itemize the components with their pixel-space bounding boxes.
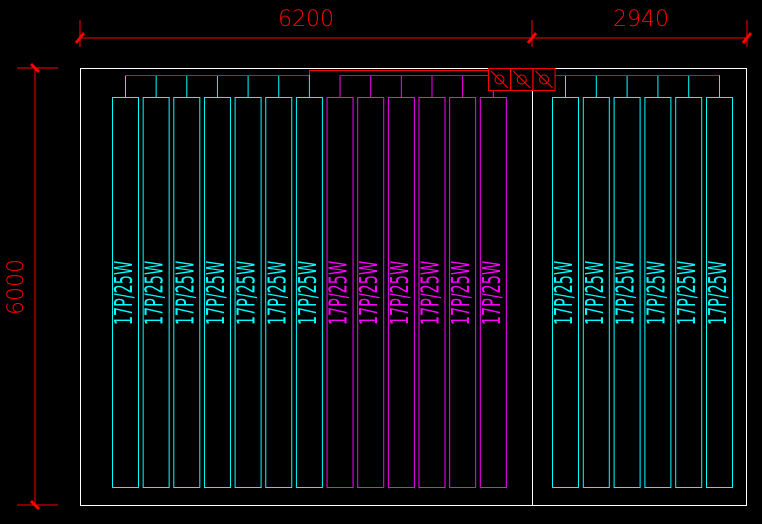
valve-icon[interactable] xyxy=(510,68,534,91)
panel-label: 17P/25W xyxy=(477,261,506,326)
heating-panel: 17P/25W xyxy=(171,97,201,488)
dimension-left xyxy=(17,62,58,511)
dimension-6200: 6200 xyxy=(278,7,334,32)
heating-panel: 17P/25W xyxy=(201,97,231,488)
panel-outline xyxy=(675,97,703,488)
manifold-valves xyxy=(488,68,556,91)
panel-label: 17P/25W xyxy=(385,261,414,326)
panel-outline xyxy=(203,97,231,488)
panel-outline xyxy=(479,97,507,488)
panel-label: 17P/25W xyxy=(293,261,322,326)
panel-outline xyxy=(173,97,201,488)
heating-panel: 17P/25W xyxy=(416,97,446,488)
panel-outline xyxy=(582,97,610,488)
heating-panel: 17P/25W xyxy=(385,97,415,488)
panel-label: 17P/25W xyxy=(263,261,292,326)
panel-outline xyxy=(644,97,672,488)
panel-outline xyxy=(357,97,385,488)
panel-label: 17P/25W xyxy=(171,261,200,326)
panel-label: 17P/25W xyxy=(201,261,230,326)
heating-panel: 17P/25W xyxy=(140,97,170,488)
panel-label: 17P/25W xyxy=(580,261,609,326)
heating-panel: 17P/25W xyxy=(673,97,703,488)
heating-panel: 17P/25W xyxy=(549,97,579,488)
panel-label: 17P/25W xyxy=(642,261,671,326)
panel-outline xyxy=(706,97,733,488)
panel-outline xyxy=(387,97,415,488)
panel-outline xyxy=(265,97,293,488)
panel-label: 17P/25W xyxy=(416,261,445,326)
dimension-6000: 6000 xyxy=(4,259,29,315)
panel-outline xyxy=(326,97,354,488)
panel-label: 17P/25W xyxy=(673,261,702,326)
room-walls xyxy=(80,68,747,506)
heating-panel: 17P/25W xyxy=(232,97,262,488)
heating-panel: 17P/25W xyxy=(293,97,323,488)
panel-outline xyxy=(142,97,170,488)
panel-outline xyxy=(613,97,641,488)
heating-panels: 17P/25W 17P/25W 17P/25W 17P/25W 17P/25W 17P/2… xyxy=(109,97,733,488)
panel-label: 17P/25W xyxy=(549,261,578,326)
panel-outline xyxy=(418,97,446,488)
panel-outline xyxy=(234,97,262,488)
heating-panel: 17P/25W xyxy=(703,97,733,488)
panel-outline xyxy=(295,97,323,488)
panel-label: 17P/25W xyxy=(703,261,732,326)
panel-outline xyxy=(552,97,579,488)
heating-panel: 17P/25W xyxy=(447,97,477,488)
heating-panel: 17P/25W xyxy=(263,97,293,488)
heating-panel: 17P/25W xyxy=(355,97,385,488)
panel-label: 17P/25W xyxy=(355,261,384,326)
panel-label: 17P/25W xyxy=(109,261,138,326)
panel-label: 17P/25W xyxy=(232,261,261,326)
heating-panel: 17P/25W xyxy=(477,97,507,488)
heating-panel: 17P/25W xyxy=(580,97,610,488)
manifold-pipes xyxy=(125,70,720,97)
dimension-2940: 2940 xyxy=(613,7,669,32)
valve-icon[interactable] xyxy=(532,68,556,91)
panel-label: 17P/25W xyxy=(447,261,476,326)
panel-outline xyxy=(112,97,139,488)
panel-label: 17P/25W xyxy=(324,261,353,326)
panel-label: 17P/25W xyxy=(611,261,640,326)
valve-icon[interactable] xyxy=(488,68,511,91)
heating-panel: 17P/25W xyxy=(324,97,354,488)
dimension-top xyxy=(74,20,753,47)
heating-panel: 17P/25W xyxy=(642,97,672,488)
heating-panel: 17P/25W xyxy=(109,97,139,488)
panel-outline xyxy=(449,97,477,488)
heating-panel: 17P/25W xyxy=(611,97,641,488)
panel-label: 17P/25W xyxy=(140,261,169,326)
